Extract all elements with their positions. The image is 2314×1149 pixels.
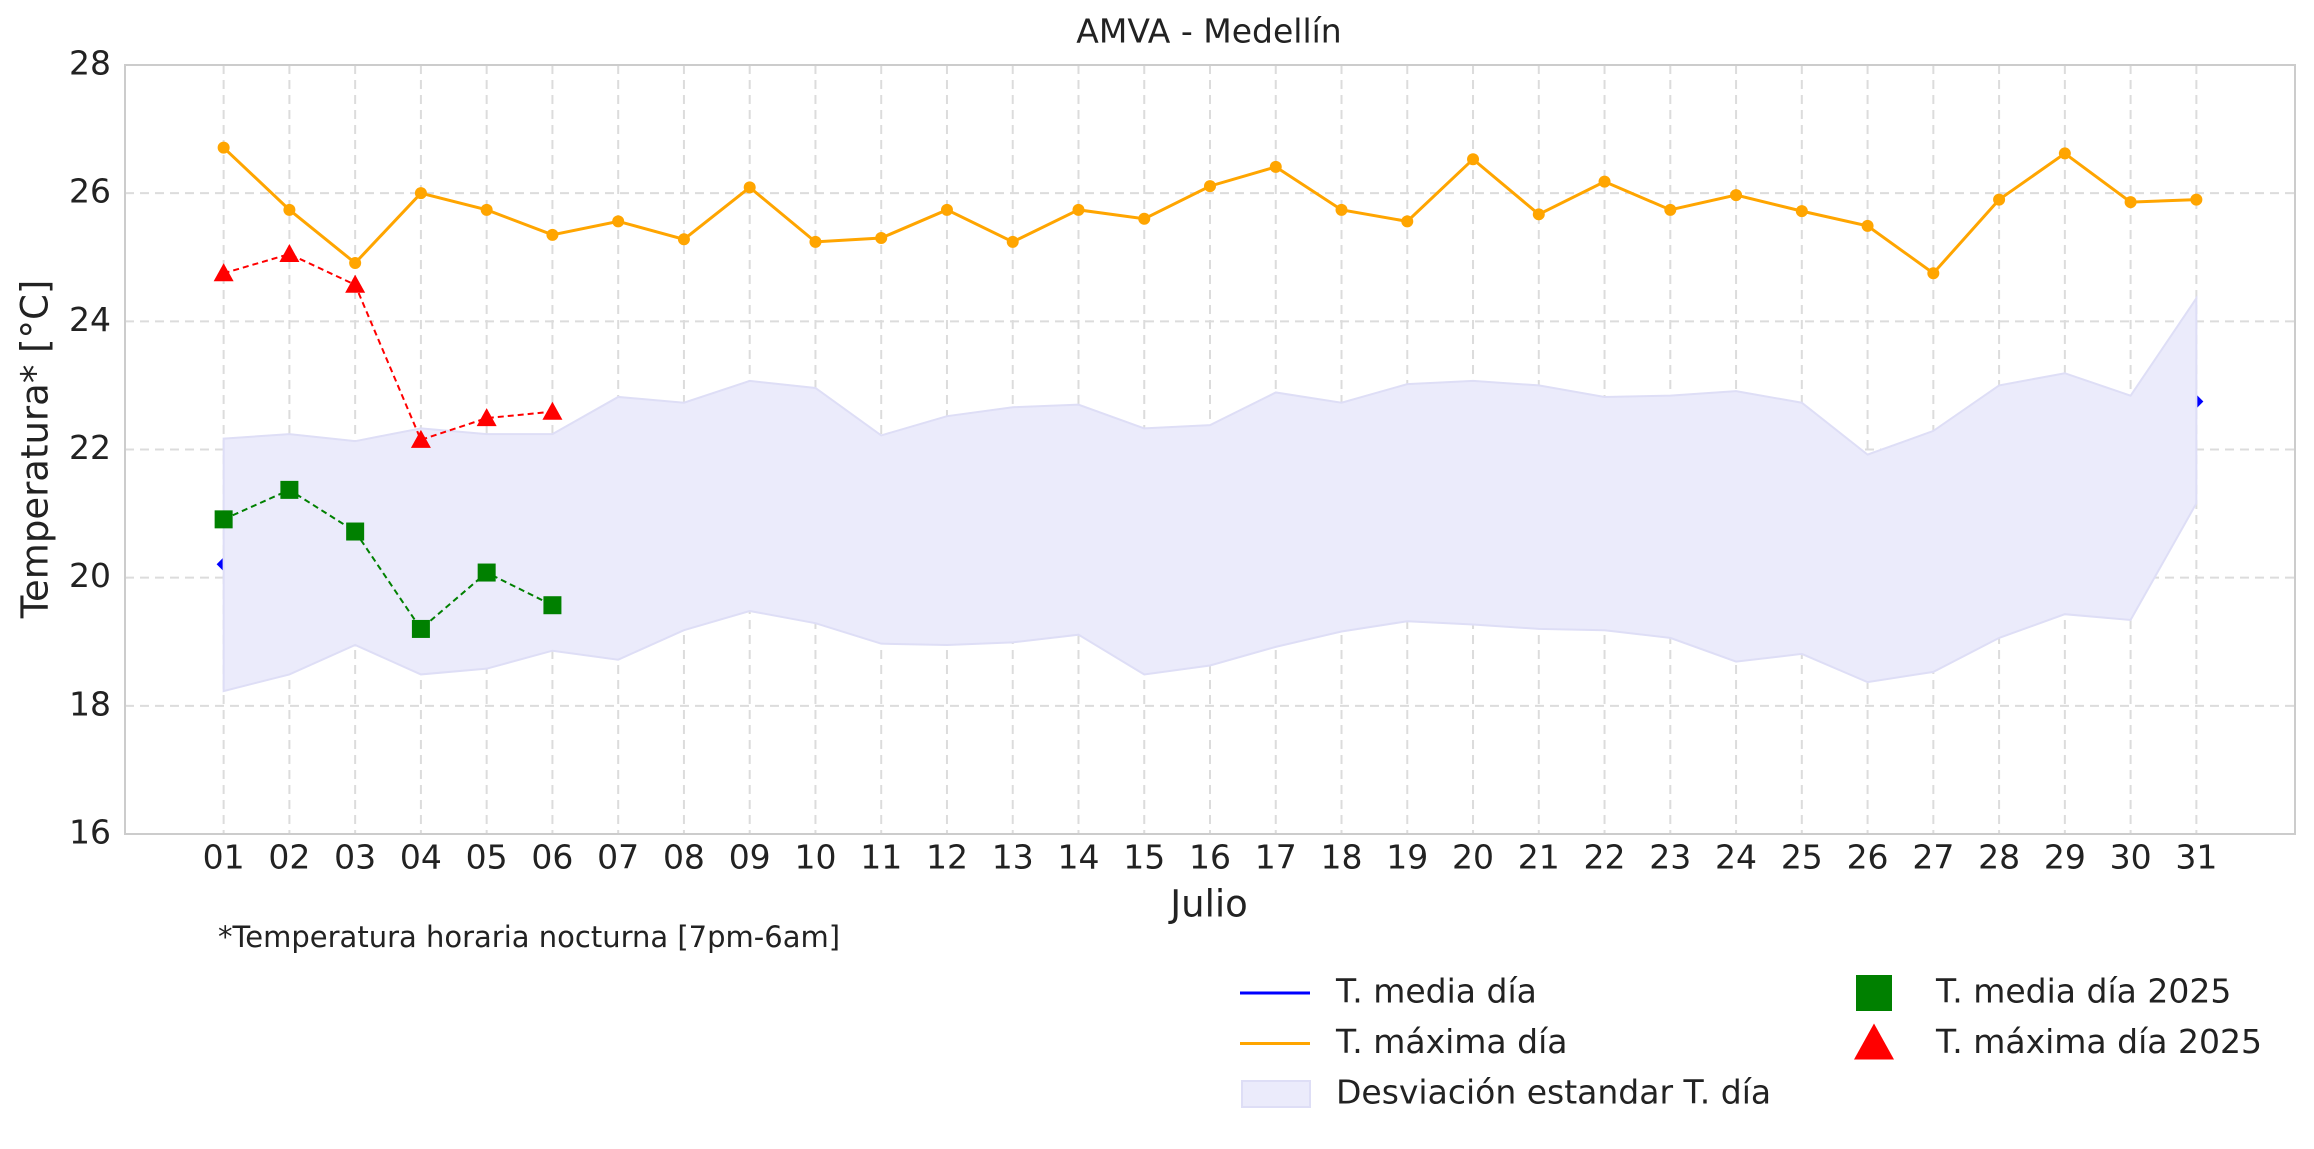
point	[283, 203, 296, 216]
point	[2190, 193, 2203, 206]
annotation: *Temperatura horaria nocturna [7pm-6am]	[218, 920, 840, 954]
point	[214, 510, 233, 529]
x-tick-label: 12	[926, 838, 968, 877]
x-tick-label: 31	[2175, 838, 2217, 877]
x-tick-label: 09	[729, 838, 771, 877]
x-tick-label: 10	[794, 838, 836, 877]
x-tick-label: 08	[663, 838, 705, 877]
point	[1532, 208, 1545, 221]
point	[410, 429, 431, 448]
point	[217, 141, 230, 154]
x-tick-label: 06	[531, 838, 573, 877]
x-tick-label: 29	[2044, 838, 2086, 877]
point	[1335, 203, 1348, 216]
point	[1138, 212, 1151, 225]
x-tick-label: 03	[334, 838, 376, 877]
x-tick-label: 14	[1057, 838, 1099, 877]
legend-label: T. media día	[1335, 972, 1537, 1011]
point	[213, 263, 234, 282]
point	[1861, 219, 1874, 232]
y-tick-label: 16	[69, 813, 111, 852]
point	[414, 187, 427, 200]
y-tick-label: 28	[69, 44, 111, 83]
point	[1269, 160, 1282, 173]
point	[1993, 193, 2006, 206]
point	[546, 228, 559, 241]
x-tick-label: 26	[1847, 838, 1889, 877]
point	[809, 235, 822, 248]
point	[875, 232, 888, 245]
y-tick-label: 18	[69, 684, 111, 723]
point	[1795, 205, 1808, 218]
legend-label: T. máxima día	[1335, 1022, 1567, 1061]
point	[476, 408, 497, 427]
point	[543, 596, 562, 615]
legend-label: T. máxima día 2025	[1935, 1022, 2262, 1061]
x-tick-label: 22	[1584, 838, 1626, 877]
point	[940, 203, 953, 216]
x-tick-label: 15	[1123, 838, 1165, 877]
x-tick-label: 28	[1978, 838, 2020, 877]
y-tick-label: 20	[69, 556, 111, 595]
point	[542, 401, 563, 420]
point	[2058, 147, 2071, 160]
point	[1664, 203, 1677, 216]
point	[1467, 153, 1480, 166]
x-tick-label: 18	[1321, 838, 1363, 877]
point	[280, 480, 299, 499]
x-tick-label: 23	[1649, 838, 1691, 877]
x-tick-label: 16	[1189, 838, 1231, 877]
std-band	[222, 294, 2198, 693]
x-tick-label: 07	[597, 838, 639, 877]
point	[1730, 189, 1743, 202]
x-tick-label: 13	[992, 838, 1034, 877]
point	[349, 257, 362, 270]
x-tick-label: 24	[1715, 838, 1757, 877]
x-tick-label: 01	[203, 838, 245, 877]
x-tick-label: 25	[1781, 838, 1823, 877]
point	[477, 563, 496, 582]
chart-title: AMVA - Medellín	[1076, 12, 1341, 51]
y-axis-label: Temperatura* [°C]	[14, 280, 57, 620]
x-tick-label: 05	[466, 838, 508, 877]
point	[743, 181, 756, 194]
series-line	[223, 488, 553, 631]
series-line	[223, 252, 553, 442]
x-axis-label: Julio	[1168, 883, 1248, 926]
x-tick-label: 02	[268, 838, 310, 877]
x-tick-label: 11	[860, 838, 902, 877]
point	[411, 619, 430, 638]
point	[1927, 267, 1940, 280]
point	[279, 244, 300, 263]
plot-frame	[124, 64, 2296, 835]
point	[1401, 215, 1414, 228]
x-tick-label: 20	[1452, 838, 1494, 877]
legend-swatch	[1856, 975, 1892, 1011]
point	[346, 522, 365, 541]
x-tick-label: 19	[1386, 838, 1428, 877]
point	[2124, 196, 2137, 209]
x-tick-label: 04	[400, 838, 442, 877]
point	[480, 203, 493, 216]
x-tick-label: 17	[1255, 838, 1297, 877]
point	[1006, 235, 1019, 248]
y-tick-label: 22	[69, 428, 111, 467]
x-tick-label: 27	[1912, 838, 1954, 877]
x-tick-label: 21	[1518, 838, 1560, 877]
x-tick-label: 30	[2110, 838, 2152, 877]
point	[1072, 203, 1085, 216]
legend-label: T. media día 2025	[1935, 972, 2231, 1011]
legend-label: Desviación estandar T. día	[1336, 1073, 1771, 1112]
y-tick-label: 26	[69, 172, 111, 211]
legend-swatch	[1854, 1023, 1894, 1060]
point	[677, 233, 690, 246]
point	[1204, 180, 1216, 193]
point	[612, 215, 625, 228]
legend-swatch	[1241, 1080, 1311, 1108]
y-tick-label: 24	[69, 300, 111, 339]
point	[1598, 175, 1611, 188]
point	[345, 274, 366, 293]
